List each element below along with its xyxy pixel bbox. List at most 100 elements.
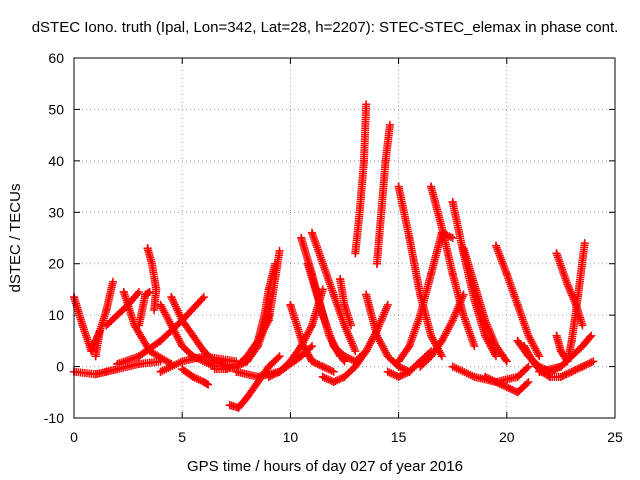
data-point bbox=[563, 280, 572, 289]
data-point bbox=[275, 367, 284, 376]
data-point-trail bbox=[401, 369, 410, 378]
data-point bbox=[556, 362, 565, 371]
data-point bbox=[556, 347, 565, 356]
data-point-trail bbox=[495, 379, 504, 388]
series-25 bbox=[336, 275, 355, 330]
data-point bbox=[448, 234, 457, 242]
data-point bbox=[574, 290, 583, 299]
data-point bbox=[134, 288, 143, 296]
data-point-trail bbox=[534, 350, 543, 359]
series-8 bbox=[113, 293, 208, 368]
data-point bbox=[355, 208, 364, 217]
data-point-trail bbox=[508, 385, 517, 394]
data-point bbox=[502, 383, 511, 392]
data-point-trail bbox=[497, 380, 506, 389]
data-point bbox=[513, 300, 522, 309]
data-point bbox=[383, 352, 392, 361]
data-point-trail bbox=[335, 375, 344, 384]
data-point bbox=[513, 336, 522, 345]
data-point bbox=[470, 342, 479, 350]
data-point bbox=[286, 357, 295, 366]
data-point bbox=[292, 321, 301, 330]
y-tick-label: 60 bbox=[48, 50, 64, 66]
data-point bbox=[351, 357, 360, 366]
data-point-trail bbox=[263, 318, 272, 327]
data-point bbox=[427, 182, 436, 191]
data-point bbox=[372, 331, 381, 340]
data-point bbox=[491, 342, 500, 350]
data-point-trail bbox=[500, 382, 509, 391]
data-point bbox=[578, 362, 587, 371]
data-point-trail bbox=[389, 370, 398, 379]
data-point bbox=[178, 365, 187, 374]
data-point bbox=[513, 388, 522, 397]
data-point bbox=[119, 288, 128, 296]
data-point bbox=[141, 290, 150, 299]
y-tick-label: 20 bbox=[48, 256, 64, 272]
series-42 bbox=[552, 239, 589, 366]
data-point-trail bbox=[486, 375, 495, 384]
data-point bbox=[156, 300, 165, 309]
data-point-trail bbox=[580, 361, 589, 370]
data-point bbox=[329, 367, 338, 376]
data-point-trail bbox=[326, 376, 335, 385]
data-point bbox=[502, 270, 511, 278]
data-point-trail bbox=[320, 363, 329, 372]
data-point bbox=[253, 372, 262, 381]
x-tick-label: 10 bbox=[283, 429, 299, 445]
data-point bbox=[264, 372, 273, 381]
data-point bbox=[459, 244, 468, 253]
data-point bbox=[253, 336, 262, 345]
data-point-trail bbox=[398, 371, 407, 380]
data-point bbox=[297, 234, 306, 242]
data-point bbox=[448, 198, 457, 206]
data-point-trail bbox=[585, 333, 594, 342]
x-tick-label: 15 bbox=[391, 429, 407, 445]
data-point bbox=[552, 331, 561, 340]
data-point bbox=[587, 331, 596, 340]
data-point bbox=[578, 321, 587, 330]
series-28 bbox=[372, 120, 394, 268]
data-point bbox=[520, 342, 529, 350]
data-point bbox=[178, 316, 187, 325]
data-point bbox=[199, 347, 208, 356]
data-point-trail bbox=[396, 363, 405, 372]
data-point-trail bbox=[311, 359, 320, 368]
data-point-trail bbox=[558, 372, 567, 380]
plot-frame bbox=[73, 57, 616, 419]
data-point-trail bbox=[344, 354, 353, 362]
data-point-trail bbox=[385, 368, 394, 377]
data-point bbox=[102, 306, 111, 314]
y-tick-label: 40 bbox=[48, 153, 64, 169]
data-point bbox=[314, 295, 323, 304]
data-point bbox=[491, 352, 500, 361]
data-point bbox=[437, 336, 446, 345]
data-point-trail bbox=[504, 384, 513, 392]
data-point bbox=[102, 367, 111, 376]
data-point-trail bbox=[564, 284, 573, 293]
data-point bbox=[524, 362, 533, 371]
data-point bbox=[336, 275, 345, 284]
data-point bbox=[134, 352, 143, 361]
data-point bbox=[437, 223, 446, 232]
data-point bbox=[156, 336, 165, 345]
x-tick-label: 0 bbox=[70, 429, 78, 445]
data-point-trail bbox=[571, 366, 580, 374]
data-point bbox=[264, 316, 273, 325]
data-point bbox=[147, 259, 156, 268]
data-point-trail bbox=[568, 291, 577, 300]
series-3 bbox=[91, 277, 117, 361]
y-axis-label: dSTEC / TECUs bbox=[7, 184, 24, 293]
data-point bbox=[578, 342, 587, 350]
data-point bbox=[204, 380, 213, 389]
data-point-trail bbox=[582, 360, 591, 369]
data-point bbox=[580, 239, 589, 248]
data-point-trail bbox=[490, 377, 499, 386]
data-point bbox=[394, 357, 403, 366]
data-point-trail bbox=[583, 360, 592, 368]
data-point-trail bbox=[493, 378, 502, 387]
y-tick-label: 10 bbox=[48, 307, 64, 323]
data-point bbox=[459, 290, 468, 299]
data-point bbox=[359, 156, 368, 165]
data-point bbox=[264, 362, 273, 371]
